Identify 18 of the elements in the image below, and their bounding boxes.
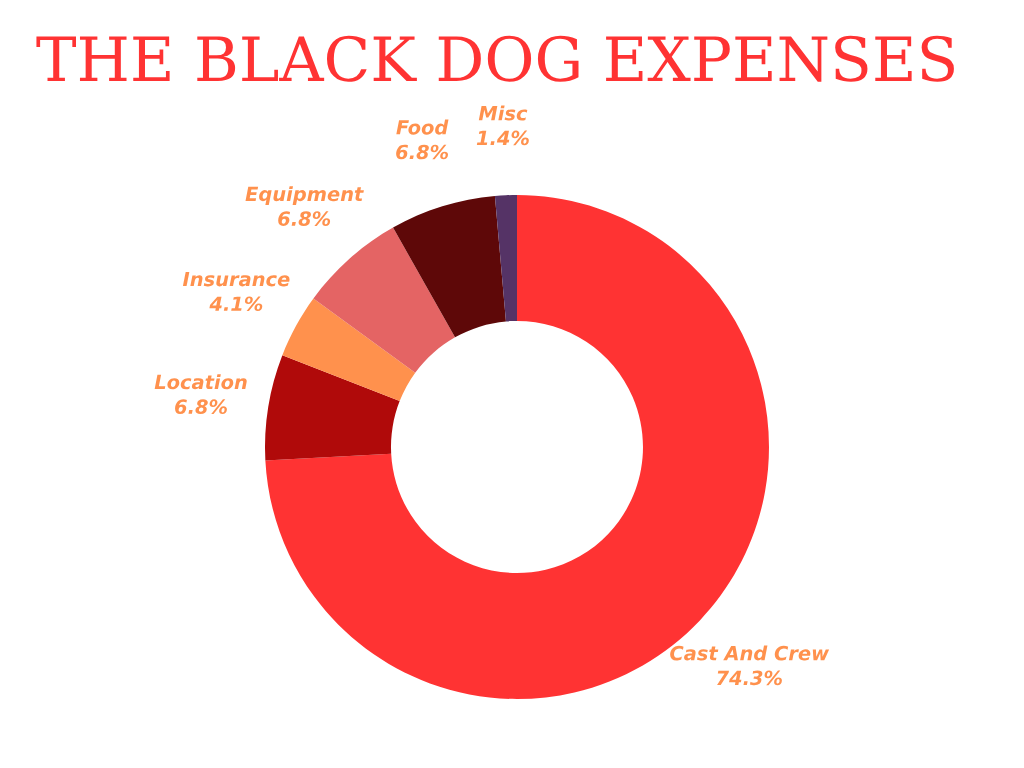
donut-slice: [282, 298, 416, 402]
donut-slice: [393, 195, 506, 338]
data-label: 4.1%: [209, 296, 263, 312]
donut-slice: [313, 227, 456, 373]
donut-slice: [494, 195, 517, 322]
data-label: 74.3%: [717, 670, 782, 686]
slice-label: Location: [154, 374, 247, 390]
data-label: 6.8%: [278, 211, 331, 226]
slice-label: Food: [396, 119, 449, 135]
slice-label: Misc: [478, 105, 528, 121]
data-label: 6.8%: [175, 399, 227, 415]
donut-slice: [265, 355, 400, 461]
slice-label: Cast And Crew: [670, 645, 830, 661]
slice-label: Equipment: [245, 186, 364, 205]
slice-label: Insurance: [182, 271, 290, 287]
data-label: 1.4%: [476, 130, 529, 146]
chart-title: THE BLACK DOG EXPENSES: [36, 35, 954, 82]
data-label: 6.8%: [396, 144, 449, 160]
